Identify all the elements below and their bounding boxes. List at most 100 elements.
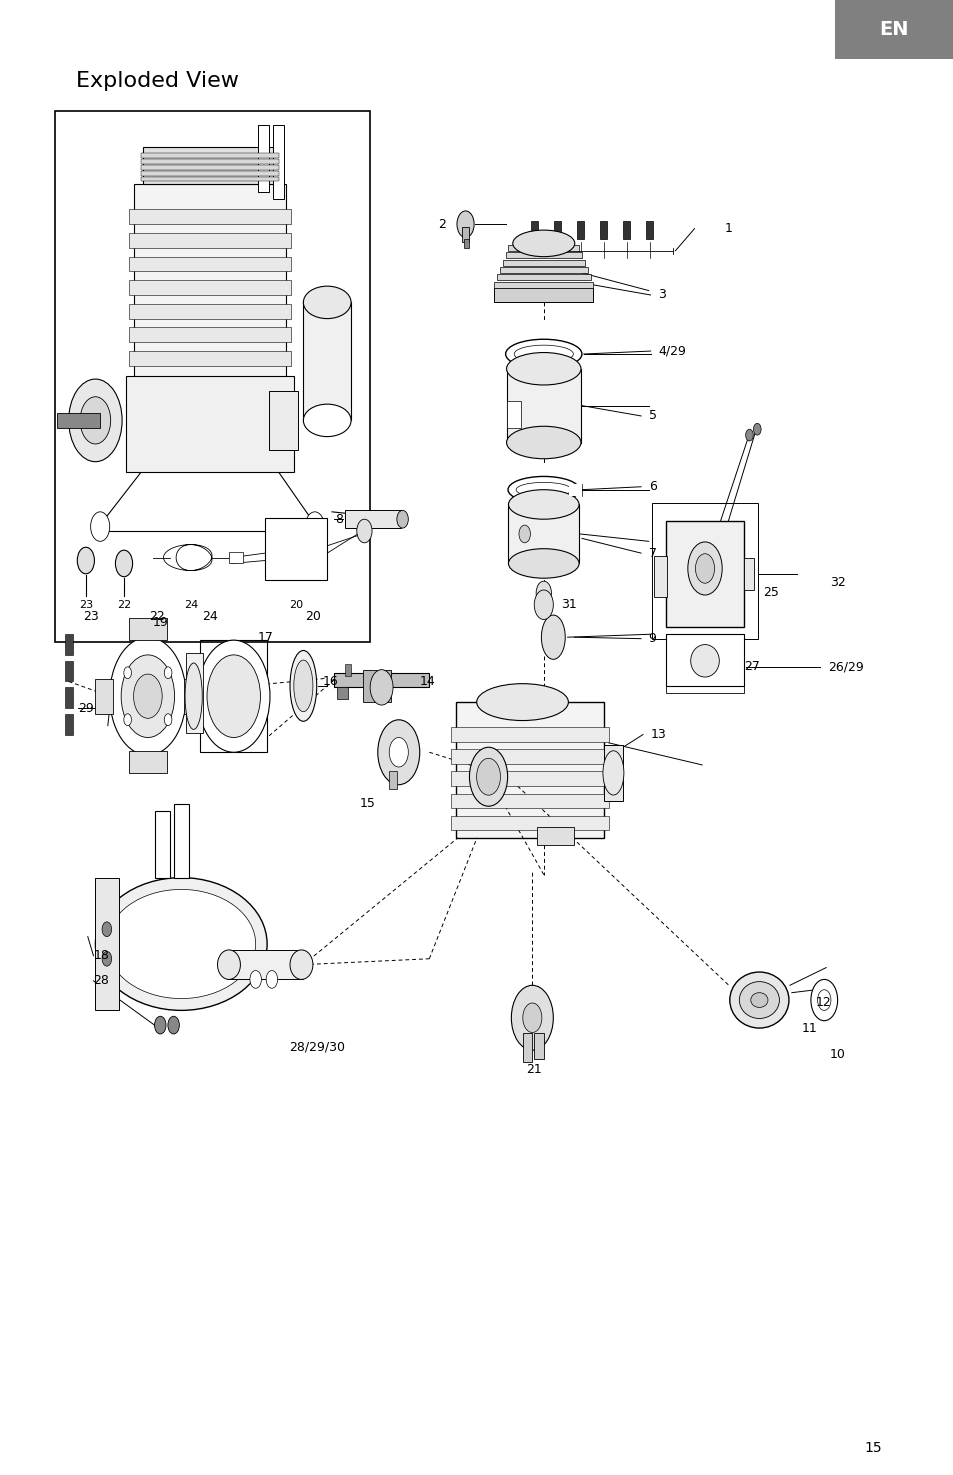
Bar [577,221,583,239]
Ellipse shape [739,982,779,1018]
Bar [389,771,396,789]
Ellipse shape [512,230,574,257]
Bar [665,634,743,686]
Text: 32: 32 [829,577,845,589]
Circle shape [133,674,162,718]
Text: 22: 22 [117,600,131,609]
Bar [451,771,608,786]
Bar [186,653,203,733]
Bar [451,816,608,830]
Text: Exploded View: Exploded View [76,71,239,91]
Bar [508,504,578,563]
Bar [273,125,284,199]
Bar [126,376,294,472]
Text: 28: 28 [93,975,110,987]
Bar [336,687,348,699]
Bar [184,678,201,714]
Circle shape [102,922,112,937]
Text: 5: 5 [648,410,656,422]
Text: 12: 12 [815,997,831,1009]
Bar [129,257,291,271]
Bar [55,111,370,642]
Text: 20: 20 [305,611,320,622]
Ellipse shape [516,482,571,497]
Ellipse shape [729,972,788,1028]
Bar [154,811,170,878]
Bar [129,327,291,342]
Bar [345,510,400,528]
Bar [95,878,119,1010]
Circle shape [305,512,324,541]
Text: 10: 10 [829,1049,845,1061]
Text: 13: 13 [650,729,666,740]
Bar [334,673,429,687]
Ellipse shape [290,650,316,721]
Text: 17: 17 [257,631,274,643]
Bar [537,827,573,845]
Circle shape [91,512,110,541]
Circle shape [687,541,721,594]
Bar [65,687,72,708]
Text: 22: 22 [150,611,165,622]
Ellipse shape [290,950,313,979]
Bar [362,670,391,702]
Text: 25: 25 [762,587,779,599]
Circle shape [115,550,132,577]
Text: 24: 24 [202,611,217,622]
Circle shape [121,655,174,738]
Ellipse shape [810,979,837,1021]
Circle shape [370,670,393,705]
Bar [129,280,291,295]
Bar [834,0,953,59]
Circle shape [753,423,760,435]
Circle shape [102,951,112,966]
Bar [129,233,291,248]
Bar [651,503,758,639]
Bar [502,260,584,266]
Circle shape [124,667,132,678]
Ellipse shape [303,404,351,437]
Bar [345,664,351,676]
Circle shape [511,985,553,1050]
Bar [505,252,581,258]
Bar [506,369,580,442]
Circle shape [536,581,551,605]
Bar [141,171,278,176]
Bar [645,221,652,239]
Circle shape [80,397,111,444]
Text: 15: 15 [863,1441,881,1456]
Text: 20: 20 [289,600,302,609]
Text: 14: 14 [419,676,436,687]
Text: 8: 8 [335,513,343,525]
Bar [665,521,743,627]
Bar [57,413,100,428]
Text: 31: 31 [560,599,577,611]
Bar [451,727,608,742]
Ellipse shape [217,950,240,979]
Bar [257,125,269,192]
Bar [451,749,608,764]
Bar [603,745,622,801]
Text: 21: 21 [526,1063,541,1075]
Text: 1: 1 [724,223,732,235]
Ellipse shape [294,661,313,711]
Bar [599,221,606,239]
Bar [141,177,278,181]
Ellipse shape [750,993,767,1007]
Bar [141,159,278,164]
Bar [497,274,590,280]
Circle shape [110,637,186,755]
Bar [173,804,189,878]
Circle shape [456,211,474,237]
Text: 23: 23 [83,611,98,622]
Bar [95,678,112,714]
Bar [508,245,578,251]
Bar [129,351,291,366]
Circle shape [197,640,270,752]
Circle shape [69,379,122,462]
Bar [456,702,603,838]
Bar [133,184,286,384]
Text: 23: 23 [79,600,92,609]
Circle shape [77,547,94,574]
Text: 3: 3 [658,289,665,301]
